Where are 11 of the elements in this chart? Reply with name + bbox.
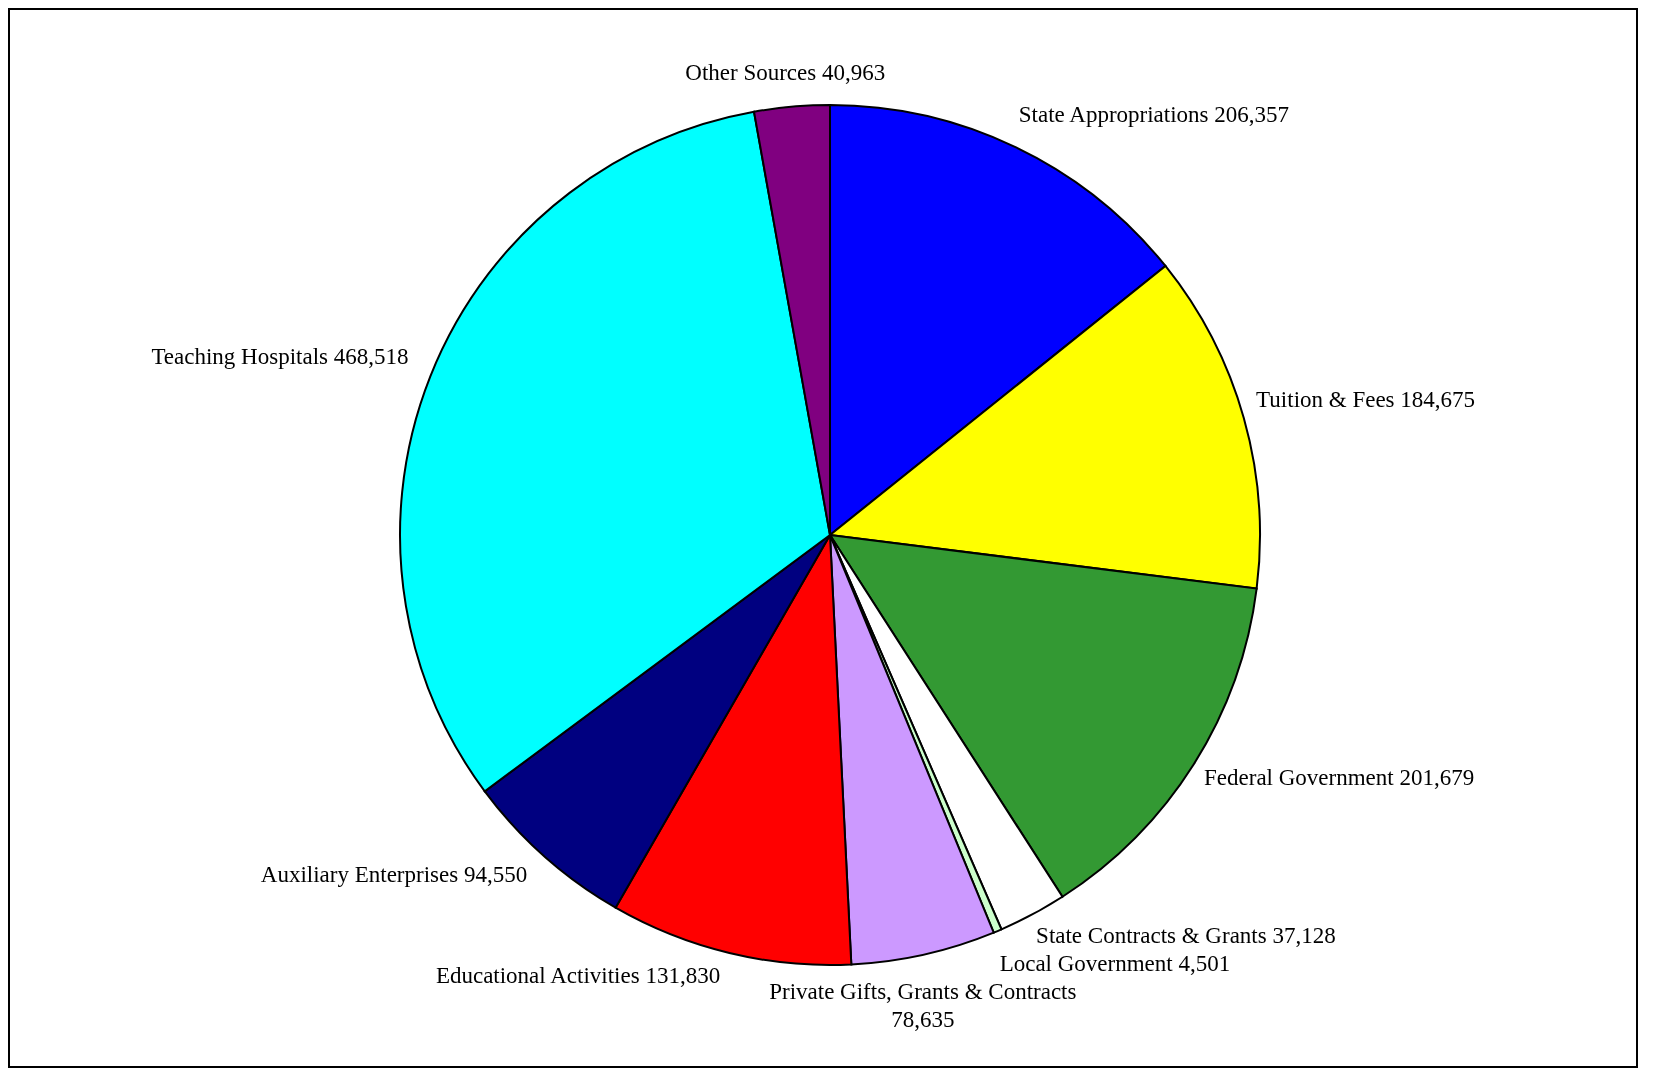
slice-label: Educational Activities 131,830	[435, 963, 721, 989]
slice-label: Private Gifts, Grants & Contracts	[769, 978, 1077, 1004]
slice-label: Federal Government 201,679	[1204, 764, 1475, 790]
slice-label: Tuition & Fees 184,675	[1256, 387, 1476, 413]
data-label: 78,635	[891, 1006, 955, 1032]
slice-label: Teaching Hospitals 468,518	[151, 343, 409, 369]
slice-label: State Contracts & Grants 37,128	[1036, 922, 1336, 948]
slice-label: State Appropriations 206,357	[1018, 102, 1290, 128]
slice-label: Auxiliary Enterprises 94,550	[260, 861, 528, 887]
slice-label: Other Sources 40,963	[685, 59, 886, 85]
slice-label: Local Government 4,501	[999, 950, 1231, 976]
